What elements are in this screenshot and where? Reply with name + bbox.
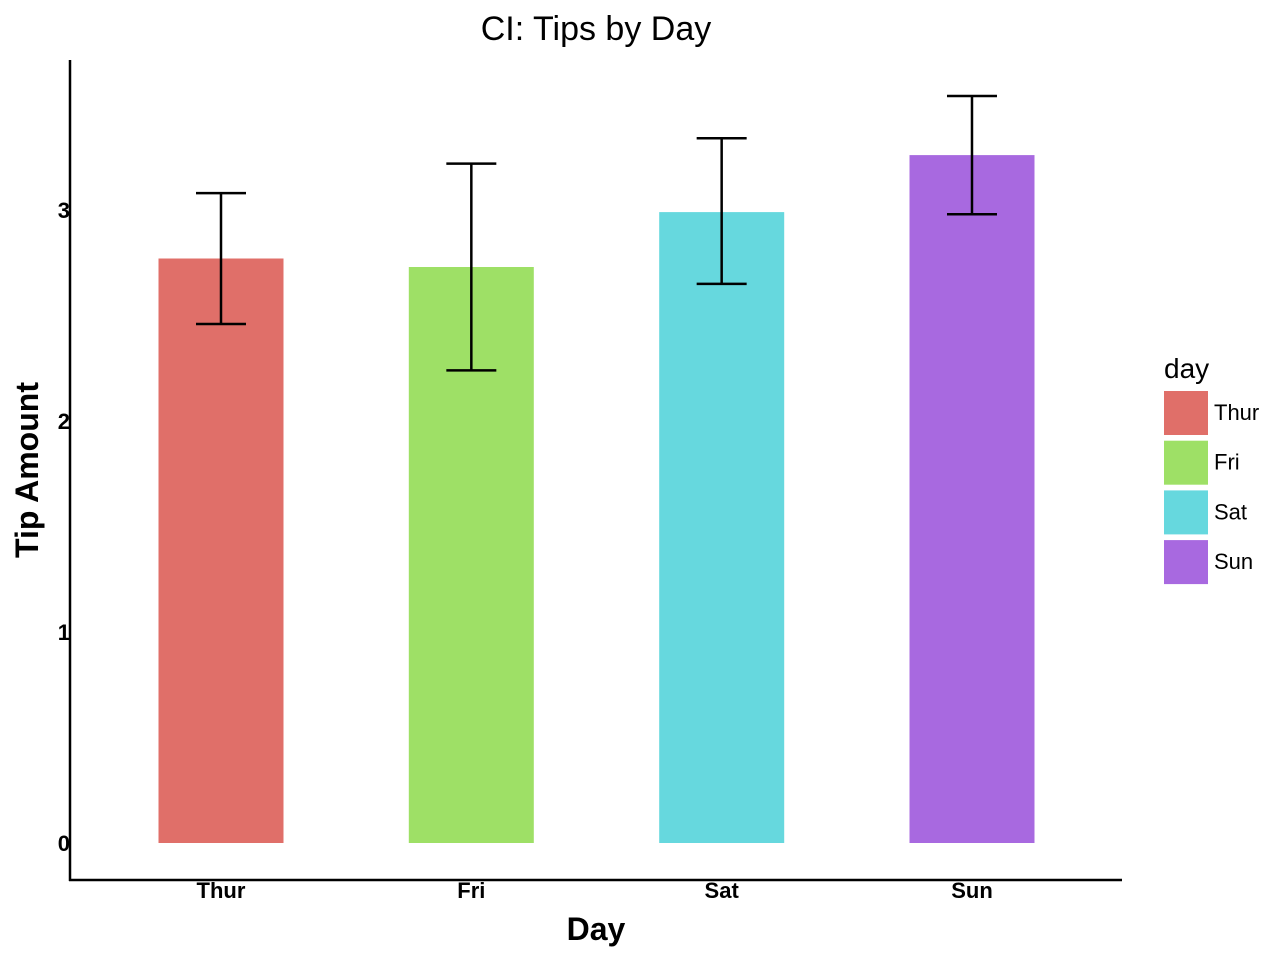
error-bar-sun <box>946 94 997 216</box>
x-tick-label-fri: Fri <box>457 878 485 903</box>
error-bar-fri <box>446 162 497 372</box>
legend-label-sun: Sun <box>1214 549 1253 574</box>
x-tick-label-sat: Sat <box>705 878 740 903</box>
chart-title: CI: Tips by Day <box>481 10 712 48</box>
y-tick-label-3: 3 <box>58 198 70 223</box>
plot-area <box>158 94 1035 844</box>
x-axis-title: Day <box>567 911 626 947</box>
legend-item-sun: Sun <box>1164 540 1253 585</box>
x-tick-label-thur: Thur <box>197 878 246 903</box>
y-axis-ticks: 0 1 2 3 <box>58 198 70 856</box>
legend-label-sat: Sat <box>1214 499 1247 524</box>
legend-swatch-fri <box>1164 440 1208 485</box>
x-tick-label-sun: Sun <box>951 878 993 903</box>
legend-item-sat: Sat <box>1164 490 1247 535</box>
legend-items: Thur Fri Sat Sun <box>1164 391 1259 585</box>
y-tick-label-0: 0 <box>58 831 70 856</box>
legend-item-fri: Fri <box>1164 440 1240 485</box>
y-tick-label-2: 2 <box>58 409 70 434</box>
legend-title: day <box>1164 353 1209 384</box>
bar-sun <box>909 155 1035 844</box>
y-axis-title: Tip Amount <box>9 382 45 558</box>
legend-label-fri: Fri <box>1214 450 1240 475</box>
legend-item-thur: Thur <box>1164 391 1259 435</box>
x-axis-ticks: Thur Fri Sat Sun <box>197 878 993 903</box>
error-bar-sat <box>696 137 747 286</box>
legend-label-thur: Thur <box>1214 400 1259 425</box>
legend-swatch-sun <box>1164 540 1208 585</box>
y-tick-label-1: 1 <box>58 620 70 645</box>
legend-swatch-thur <box>1164 391 1208 435</box>
bar-sat <box>659 212 785 844</box>
legend: day Thur Fri Sat Sun <box>1164 353 1259 585</box>
legend-swatch-sat <box>1164 490 1208 535</box>
error-bar-thur <box>196 191 246 326</box>
bar-thur <box>158 258 284 843</box>
